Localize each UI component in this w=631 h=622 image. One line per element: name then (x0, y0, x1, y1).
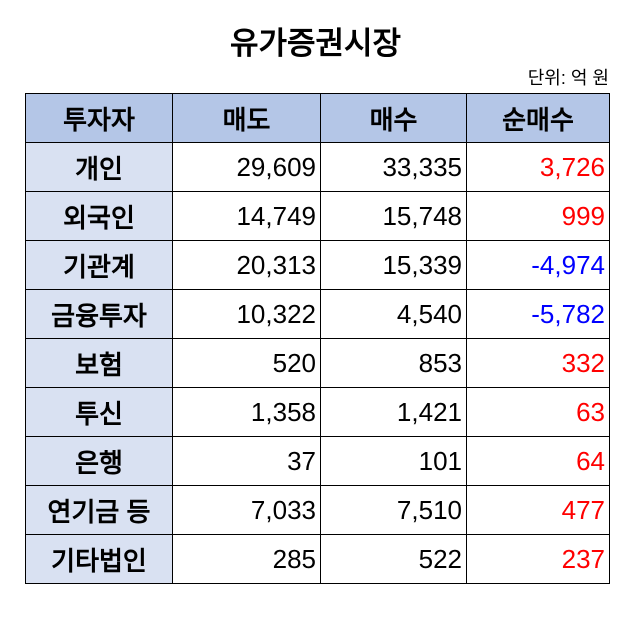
investor-cell: 기관계 (25, 240, 173, 290)
net-buy-cell: -4,974 (466, 240, 610, 290)
header-buy: 매수 (320, 93, 467, 143)
investor-cell: 기타법인 (25, 534, 173, 584)
sell-cell: 37 (172, 436, 321, 486)
header-net-buy: 순매수 (466, 93, 610, 143)
sell-cell: 10,322 (172, 289, 321, 339)
net-buy-cell: 477 (466, 485, 610, 535)
buy-cell: 33,335 (320, 142, 467, 192)
net-buy-cell: 332 (466, 338, 610, 388)
table-row: 개인 29,609 33,335 3,726 (25, 142, 610, 192)
buy-cell: 101 (320, 436, 467, 486)
table-row: 기타법인 285 522 237 (25, 534, 610, 584)
header-investor: 투자자 (25, 93, 173, 143)
investor-cell: 투신 (25, 387, 173, 437)
header-row: 투자자 매도 매수 순매수 (25, 93, 610, 143)
sell-cell: 285 (172, 534, 321, 584)
table-row: 외국인 14,749 15,748 999 (25, 191, 610, 241)
buy-cell: 853 (320, 338, 467, 388)
unit-label: 단위: 억 원 (527, 68, 609, 88)
buy-cell: 15,339 (320, 240, 467, 290)
sell-cell: 7,033 (172, 485, 321, 535)
sell-cell: 520 (172, 338, 321, 388)
net-buy-cell: 63 (466, 387, 610, 437)
header-sell: 매도 (172, 93, 321, 143)
net-buy-cell: 237 (466, 534, 610, 584)
table-row: 금융투자 10,322 4,540 -5,782 (25, 289, 610, 339)
investor-cell: 보험 (25, 338, 173, 388)
investor-trading-table: 투자자 매도 매수 순매수 개인 29,609 33,335 3,726 외국인 14,7… (25, 93, 610, 584)
table-row: 은행 37 101 64 (25, 436, 610, 486)
sell-cell: 20,313 (172, 240, 321, 290)
buy-cell: 15,748 (320, 191, 467, 241)
buy-cell: 522 (320, 534, 467, 584)
sell-cell: 14,749 (172, 191, 321, 241)
net-buy-cell: -5,782 (466, 289, 610, 339)
sell-cell: 1,358 (172, 387, 321, 437)
investor-cell: 외국인 (25, 191, 173, 241)
table-row: 투신 1,358 1,421 63 (25, 387, 610, 437)
sell-cell: 29,609 (172, 142, 321, 192)
net-buy-cell: 999 (466, 191, 610, 241)
net-buy-cell: 3,726 (466, 142, 610, 192)
investor-cell: 금융투자 (25, 289, 173, 339)
investor-cell: 개인 (25, 142, 173, 192)
buy-cell: 7,510 (320, 485, 467, 535)
buy-cell: 1,421 (320, 387, 467, 437)
net-buy-cell: 64 (466, 436, 610, 486)
page-title: 유가증권시장 (229, 26, 402, 61)
table-row: 기관계 20,313 15,339 -4,974 (25, 240, 610, 290)
investor-cell: 은행 (25, 436, 173, 486)
buy-cell: 4,540 (320, 289, 467, 339)
table-row: 연기금 등 7,033 7,510 477 (25, 485, 610, 535)
investor-cell: 연기금 등 (25, 485, 173, 535)
table-row: 보험 520 853 332 (25, 338, 610, 388)
